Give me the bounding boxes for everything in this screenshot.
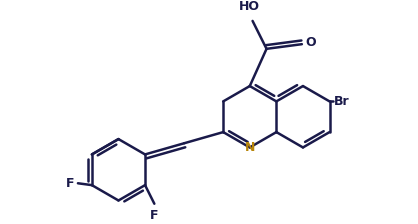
Text: Br: Br [334, 95, 350, 108]
Text: N: N [245, 141, 255, 154]
Text: F: F [150, 209, 158, 222]
Text: F: F [66, 177, 74, 190]
Text: O: O [306, 36, 316, 49]
Text: HO: HO [239, 0, 260, 13]
